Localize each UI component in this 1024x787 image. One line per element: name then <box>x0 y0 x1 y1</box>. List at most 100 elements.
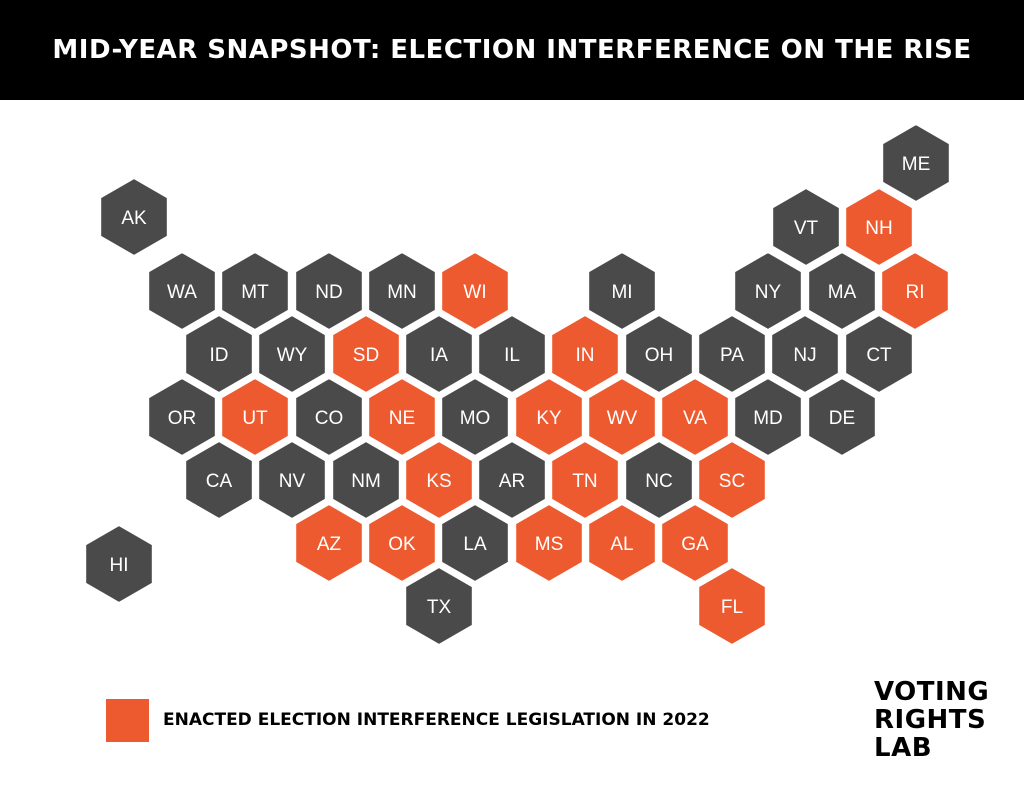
state-hex-shape <box>514 376 584 458</box>
state-hex-ut: UT <box>220 376 290 458</box>
voting-rights-lab-logo: VOTING RIGHTS LAB <box>874 678 989 762</box>
state-label: OK <box>388 534 416 555</box>
state-hex-shape <box>587 502 657 584</box>
state-hex-oh: OH <box>624 313 694 395</box>
state-label: DE <box>829 408 855 429</box>
logo-line-2: RIGHTS <box>874 705 987 735</box>
state-hex-ar: AR <box>477 439 547 521</box>
state-hex-sc: SC <box>697 439 767 521</box>
state-hex-shape <box>294 250 364 332</box>
state-hex-shape <box>660 376 730 458</box>
state-hex-tx: TX <box>404 565 474 647</box>
state-hex-shape <box>404 313 474 395</box>
state-hex-hi: HI <box>84 523 154 605</box>
state-hex-sd: SD <box>331 313 401 395</box>
state-hex-mn: MN <box>367 250 437 332</box>
state-label: NM <box>351 471 381 492</box>
state-hex-shape <box>367 502 437 584</box>
state-label: WI <box>463 282 486 303</box>
state-label: WA <box>167 282 197 303</box>
state-hex-shape <box>84 523 154 605</box>
state-label: LA <box>463 534 487 555</box>
state-hex-id: ID <box>184 313 254 395</box>
state-hex-shape <box>404 565 474 647</box>
state-label: FL <box>721 597 743 618</box>
state-label: MS <box>535 534 564 555</box>
state-hex-shape <box>550 439 620 521</box>
state-label: TN <box>572 471 597 492</box>
state-label: WY <box>277 345 308 366</box>
state-label: ND <box>315 282 342 303</box>
state-label: MT <box>241 282 269 303</box>
state-hex-shape <box>807 250 877 332</box>
state-label: AR <box>499 471 525 492</box>
state-hex-ma: MA <box>807 250 877 332</box>
state-hex-shape <box>257 313 327 395</box>
state-hex-nv: NV <box>257 439 327 521</box>
logo-line-1: VOTING <box>874 677 990 707</box>
state-hex-fl: FL <box>697 565 767 647</box>
state-hex-va: VA <box>660 376 730 458</box>
state-label: WV <box>607 408 638 429</box>
legend-swatch-enacted <box>106 698 149 742</box>
state-label: MA <box>828 282 857 303</box>
state-hex-shape <box>807 376 877 458</box>
state-hex-shape <box>257 439 327 521</box>
state-hex-wv: WV <box>587 376 657 458</box>
state-hex-ms: MS <box>514 502 584 584</box>
state-hex-mo: MO <box>440 376 510 458</box>
state-label: PA <box>720 345 744 366</box>
state-hex-shape <box>477 439 547 521</box>
state-label: KS <box>426 471 451 492</box>
state-label: CO <box>315 408 344 429</box>
state-hex-nd: ND <box>294 250 364 332</box>
state-hex-wi: WI <box>440 250 510 332</box>
state-hex-wa: WA <box>147 250 217 332</box>
legend-label: ENACTED ELECTION INTERFERENCE LEGISLATIO… <box>163 710 710 730</box>
state-hex-shape <box>771 186 841 268</box>
state-hex-md: MD <box>733 376 803 458</box>
state-hex-ri: RI <box>880 250 950 332</box>
state-hex-shape <box>697 313 767 395</box>
state-hex-ia: IA <box>404 313 474 395</box>
state-label: MN <box>387 282 417 303</box>
state-hex-ct: CT <box>844 313 914 395</box>
state-label: IN <box>576 345 595 366</box>
state-label: CA <box>206 471 233 492</box>
state-hex-shape <box>331 313 401 395</box>
state-label: OH <box>645 345 674 366</box>
state-hex-in: IN <box>550 313 620 395</box>
state-label: CT <box>866 345 892 366</box>
state-label: NC <box>645 471 672 492</box>
state-label: SD <box>353 345 379 366</box>
state-hex-az: AZ <box>294 502 364 584</box>
state-hex-ok: OK <box>367 502 437 584</box>
state-hex-shape <box>294 502 364 584</box>
state-label: NY <box>755 282 782 303</box>
state-hex-shape <box>844 313 914 395</box>
header-bar: MID-YEAR SNAPSHOT: ELECTION INTERFERENCE… <box>0 0 1024 100</box>
state-hex-co: CO <box>294 376 364 458</box>
legend: ENACTED ELECTION INTERFERENCE LEGISLATIO… <box>106 698 710 742</box>
state-label: VT <box>794 218 819 239</box>
state-hex-shape <box>404 439 474 521</box>
state-hex-nh: NH <box>844 186 914 268</box>
state-label: NJ <box>793 345 816 366</box>
state-label: AL <box>610 534 633 555</box>
state-hex-shape <box>477 313 547 395</box>
state-hex-tn: TN <box>550 439 620 521</box>
state-label: MD <box>753 408 783 429</box>
state-label: IL <box>504 345 520 366</box>
state-hex-nc: NC <box>624 439 694 521</box>
state-hex-shape <box>147 250 217 332</box>
state-hex-shape <box>220 376 290 458</box>
state-hex-de: DE <box>807 376 877 458</box>
state-label: AZ <box>317 534 342 555</box>
state-label: AK <box>121 208 147 229</box>
state-label: NH <box>865 218 892 239</box>
state-hex-shape <box>184 439 254 521</box>
state-hex-ca: CA <box>184 439 254 521</box>
state-label: HI <box>110 555 129 576</box>
logo-line-3: LAB <box>874 733 933 763</box>
state-hex-shape <box>220 250 290 332</box>
